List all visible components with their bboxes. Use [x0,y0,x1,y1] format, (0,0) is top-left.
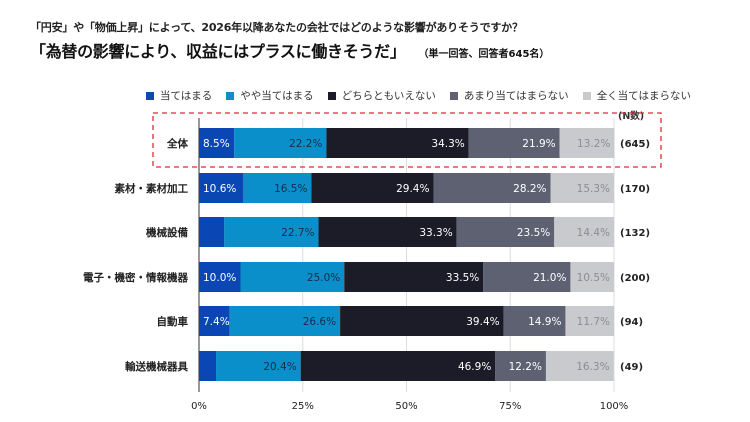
value-label: 7.4% [203,316,230,328]
x-tick-label: 0% [191,401,207,412]
value-label: 29.4% [396,183,429,195]
legend-item: あまり当てはまらない [449,88,569,103]
value-label: 20.4% [263,361,296,373]
bar-segment [199,173,243,203]
value-label: 10.0% [203,272,236,284]
x-tick-label: 75% [499,401,521,412]
x-tick-label: 25% [292,401,314,412]
bar-segment [216,351,301,381]
legend-label: 全く当てはまらない [596,90,691,102]
bar-segment [224,217,319,247]
bar-segment [565,306,614,336]
bar-segment [433,173,551,203]
bar-segment [483,262,571,292]
value-label: 25.0% [307,272,340,284]
bar-segment [234,128,327,158]
chart-title: 「為替の影響により、収益にはプラスに働きそうだ」 （単一回答、回答者645名） [30,38,549,62]
n-count-label: (94) [620,317,643,328]
bar-segment [468,128,560,158]
legend-swatch [327,91,336,100]
bar-segment [554,217,614,247]
value-label: 21.9% [522,138,555,150]
legend-label: 当てはまる [160,90,213,102]
legend-label: どちらともいえない [341,90,436,102]
legend-label: やや当てはまる [240,90,314,102]
legend-swatch [146,91,154,100]
legend-item: やや当てはまる [226,88,314,103]
value-label: 16.5% [274,183,307,195]
value-label: 14.9% [528,316,561,328]
category-label: 素材・素材加工 [114,182,189,195]
bar-segment [503,306,566,336]
bar-segment [550,173,614,203]
value-label: 33.3% [419,227,452,239]
bar-segment [559,128,615,158]
category-label: 全体 [166,137,188,150]
bar-segment [240,262,345,292]
n-count-label: (132) [620,228,650,239]
value-label: 11.7% [577,316,610,328]
value-label: 23.5% [517,227,550,239]
bar-segment [199,306,230,336]
value-label: 14.4% [577,227,610,239]
bar-segment [311,173,434,203]
n-count-label: (645) [620,139,650,150]
value-label: 22.7% [281,227,314,239]
legend-swatch [226,91,235,100]
category-label: 自動車 [157,315,189,328]
value-label: 34.3% [431,138,464,150]
value-label: 8.5% [203,138,230,150]
bar-segment [199,128,235,158]
bar-segment [495,351,546,381]
value-label: 28.2% [513,183,546,195]
value-label: 39.4% [466,316,499,328]
legend-item: どちらともいえない [327,88,436,103]
value-label: 46.9% [458,361,491,373]
value-label: 21.0% [533,272,566,284]
bar-segment [456,217,555,247]
n-count-label: (170) [620,184,650,195]
value-label: 15.3% [577,183,610,195]
value-label: 26.6% [303,316,336,328]
value-label: 16.3% [576,361,609,373]
value-label: 12.2% [509,361,542,373]
bar-segment [545,351,614,381]
x-tick-label: 50% [395,401,417,412]
legend-swatch [582,91,591,100]
bar-segment [242,173,312,203]
respondent-note: （単一回答、回答者645名） [423,49,550,60]
value-label: 33.5% [446,272,479,284]
value-label: 10.5% [577,272,610,284]
bar-segment [344,262,484,292]
highlight-box [152,112,662,168]
n-count-label: (200) [620,273,650,284]
x-tick-label: 100% [600,401,629,412]
category-label: 電子・機密・情報機器 [83,271,188,284]
bar-segment [340,306,504,336]
bar-segment [199,262,241,292]
legend: 当てはまる やや当てはまる どちらともいえない あまり当てはまらない 全く当てはまらない [146,88,705,103]
chart-title-text: 「為替の影響により、収益にはプラスに働きそうだ」 [30,42,406,61]
bar-segment [300,351,496,381]
category-label: 機械設備 [146,226,188,239]
value-label: 22.2% [289,138,322,150]
bar-segment [326,128,469,158]
value-label: 13.2% [577,138,610,150]
legend-item: 全く当てはまらない [582,88,691,103]
question-text: 「円安」や「物価上昇」によって、2026年以降あなたの会社ではどのような影響があ… [30,21,523,34]
legend-swatch [449,91,458,100]
n-count-header: (N数) [618,111,645,122]
legend-label: あまり当てはまらない [463,90,569,102]
bar-segment [570,262,614,292]
legend-item: 当てはまる [146,88,212,103]
bar-segment [318,217,457,247]
bar-segment [199,217,225,247]
bar-segment [199,351,217,381]
n-count-label: (49) [620,362,643,373]
value-label: 10.6% [203,183,236,195]
category-label: 輸送機械器具 [125,360,188,373]
bar-segment [229,306,341,336]
